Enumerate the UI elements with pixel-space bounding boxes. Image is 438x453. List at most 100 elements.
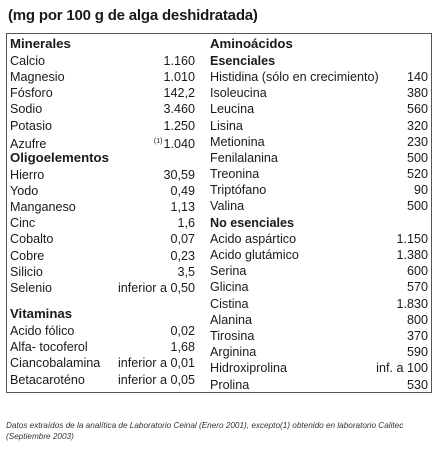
row-value: 560 bbox=[406, 102, 428, 117]
row-value: 500 bbox=[406, 199, 428, 214]
row-value-cell: 520 bbox=[407, 166, 428, 182]
row-value-cell: 380 bbox=[407, 85, 428, 101]
row-label: Silicio bbox=[10, 264, 43, 279]
row-value-cell: 0,23 bbox=[170, 248, 195, 264]
row-value: 3.460 bbox=[163, 102, 195, 117]
row-label: Calcio bbox=[10, 53, 45, 68]
table-row: Acido aspártico 1.150 bbox=[210, 231, 428, 247]
table-row: Ciancobalamina inferior a 0,01 bbox=[10, 355, 195, 371]
row-label: Selenio bbox=[10, 281, 53, 296]
row-value-cell: (1)1.040 bbox=[154, 134, 195, 152]
row-value-cell: inferior a 0,01 bbox=[118, 355, 195, 371]
row-value-cell: 530 bbox=[407, 377, 428, 393]
row-value-cell: inf. a 100 bbox=[376, 360, 428, 376]
table-row: Potasio 1.250 bbox=[10, 118, 195, 134]
row-value-cell: 0,49 bbox=[170, 183, 195, 199]
subsection-heading-esenciales: Esenciales bbox=[210, 53, 276, 68]
row-value: 380 bbox=[406, 86, 428, 101]
row-value: 1.040 bbox=[163, 136, 195, 151]
row-label: Azufre bbox=[10, 136, 47, 151]
minerales-list: Calcio 1.160 Magnesio 1.010 Fósforo 142,2 Sodi… bbox=[10, 53, 195, 152]
row-value: 140 bbox=[406, 69, 428, 84]
row-value: inferior a 0,50 bbox=[117, 281, 195, 296]
row-value-cell: inferior a 0,05 bbox=[118, 372, 195, 388]
left-column: Minerales Calcio 1.160 Magnesio 1.010 Fósfor… bbox=[10, 36, 195, 388]
row-value: 1,6 bbox=[177, 216, 195, 231]
row-label: Fósforo bbox=[10, 86, 53, 101]
row-label: Arginina bbox=[210, 345, 257, 360]
table-row: Tirosina 370 bbox=[210, 328, 428, 344]
section-heading-minerales: Minerales bbox=[10, 36, 71, 51]
row-label: Acido fólico bbox=[10, 324, 75, 339]
row-label: Cistina bbox=[210, 296, 249, 311]
row-label: Valina bbox=[210, 199, 245, 214]
right-column: Aminoácidos Esenciales Histidina (sólo e… bbox=[210, 36, 428, 393]
row-value: 1.250 bbox=[163, 118, 195, 133]
row-value: 90 bbox=[413, 183, 428, 198]
row-value-cell: 142,2 bbox=[163, 85, 195, 101]
table-row: Serina 600 bbox=[210, 263, 428, 279]
row-label: Alanina bbox=[210, 312, 253, 327]
row-value: 1.150 bbox=[396, 231, 428, 246]
esenciales-list: Histidina (sólo en crecimiento) 140 Isoleu… bbox=[210, 69, 428, 215]
table-row: Cobre 0,23 bbox=[10, 248, 195, 264]
row-value: 0,07 bbox=[170, 232, 195, 247]
row-label: Serina bbox=[210, 264, 247, 279]
table-row: Histidina (sólo en crecimiento) 140 bbox=[210, 69, 428, 85]
row-value: 500 bbox=[406, 150, 428, 165]
row-value-cell: 1,68 bbox=[170, 339, 195, 355]
table-row: Acido glutámico 1.380 bbox=[210, 247, 428, 263]
row-label: Sodio bbox=[10, 102, 43, 117]
row-value-cell: 370 bbox=[407, 328, 428, 344]
row-value: 600 bbox=[406, 264, 428, 279]
row-value-cell: 30,59 bbox=[163, 167, 195, 183]
row-label: Isoleucina bbox=[210, 86, 267, 101]
row-label: Metionina bbox=[210, 134, 265, 149]
table-row: Treonina 520 bbox=[210, 166, 428, 182]
row-label: Histidina (sólo en crecimiento) bbox=[210, 69, 379, 84]
row-value-cell: 1.010 bbox=[163, 69, 195, 85]
table-row: Magnesio 1.010 bbox=[10, 69, 195, 85]
row-value: 370 bbox=[406, 328, 428, 343]
row-value: 0,49 bbox=[170, 183, 195, 198]
row-label: Fenilalanina bbox=[210, 150, 278, 165]
source-footnote: Datos extraídos de la analítica de Labor… bbox=[6, 421, 404, 441]
table-row: Yodo 0,49 bbox=[10, 183, 195, 199]
table-row: Leucina 560 bbox=[210, 101, 428, 117]
row-label: Triptófano bbox=[210, 183, 267, 198]
subsection-heading-no-esenciales: No esenciales bbox=[210, 215, 295, 230]
row-value: 1,13 bbox=[170, 200, 195, 215]
row-value: inferior a 0,01 bbox=[117, 356, 195, 371]
row-value-cell: 1,13 bbox=[170, 199, 195, 215]
row-value-cell: 560 bbox=[407, 101, 428, 117]
table-row: Alanina 800 bbox=[210, 312, 428, 328]
row-value: 0,02 bbox=[170, 324, 195, 339]
table-row: Manganeso 1,13 bbox=[10, 199, 195, 215]
row-value-cell: 230 bbox=[407, 134, 428, 150]
table-row: Fenilalanina 500 bbox=[210, 150, 428, 166]
row-value-cell: 90 bbox=[414, 182, 428, 198]
row-label: Acido glutámico bbox=[210, 248, 299, 263]
table-row: Cobalto 0,07 bbox=[10, 231, 195, 247]
row-value-cell: 1,6 bbox=[177, 215, 195, 231]
row-value-cell: 320 bbox=[407, 118, 428, 134]
row-value: 0,23 bbox=[170, 248, 195, 263]
row-value-cell: 0,07 bbox=[170, 231, 195, 247]
row-value: 800 bbox=[406, 312, 428, 327]
row-label: Tirosina bbox=[210, 328, 255, 343]
row-value: 590 bbox=[406, 345, 428, 360]
row-label: Hierro bbox=[10, 167, 45, 182]
row-value: 230 bbox=[406, 134, 428, 149]
section-heading-vitaminas: Vitaminas bbox=[10, 306, 73, 322]
section-heading-aminoacidos: Aminoácidos bbox=[210, 36, 293, 51]
table-row: Cistina 1.830 bbox=[210, 296, 428, 312]
row-label: Treonina bbox=[210, 167, 260, 182]
row-label: Yodo bbox=[10, 183, 39, 198]
row-label: Cinc bbox=[10, 216, 36, 231]
table-row: Triptófano 90 bbox=[210, 182, 428, 198]
table-row: Metionina 230 bbox=[210, 134, 428, 150]
row-label: Glicina bbox=[210, 280, 249, 295]
row-value-cell: inferior a 0,50 bbox=[118, 280, 195, 296]
section-heading-oligoelementos: Oligoelementos bbox=[10, 149, 109, 165]
row-value: 1,68 bbox=[170, 340, 195, 355]
